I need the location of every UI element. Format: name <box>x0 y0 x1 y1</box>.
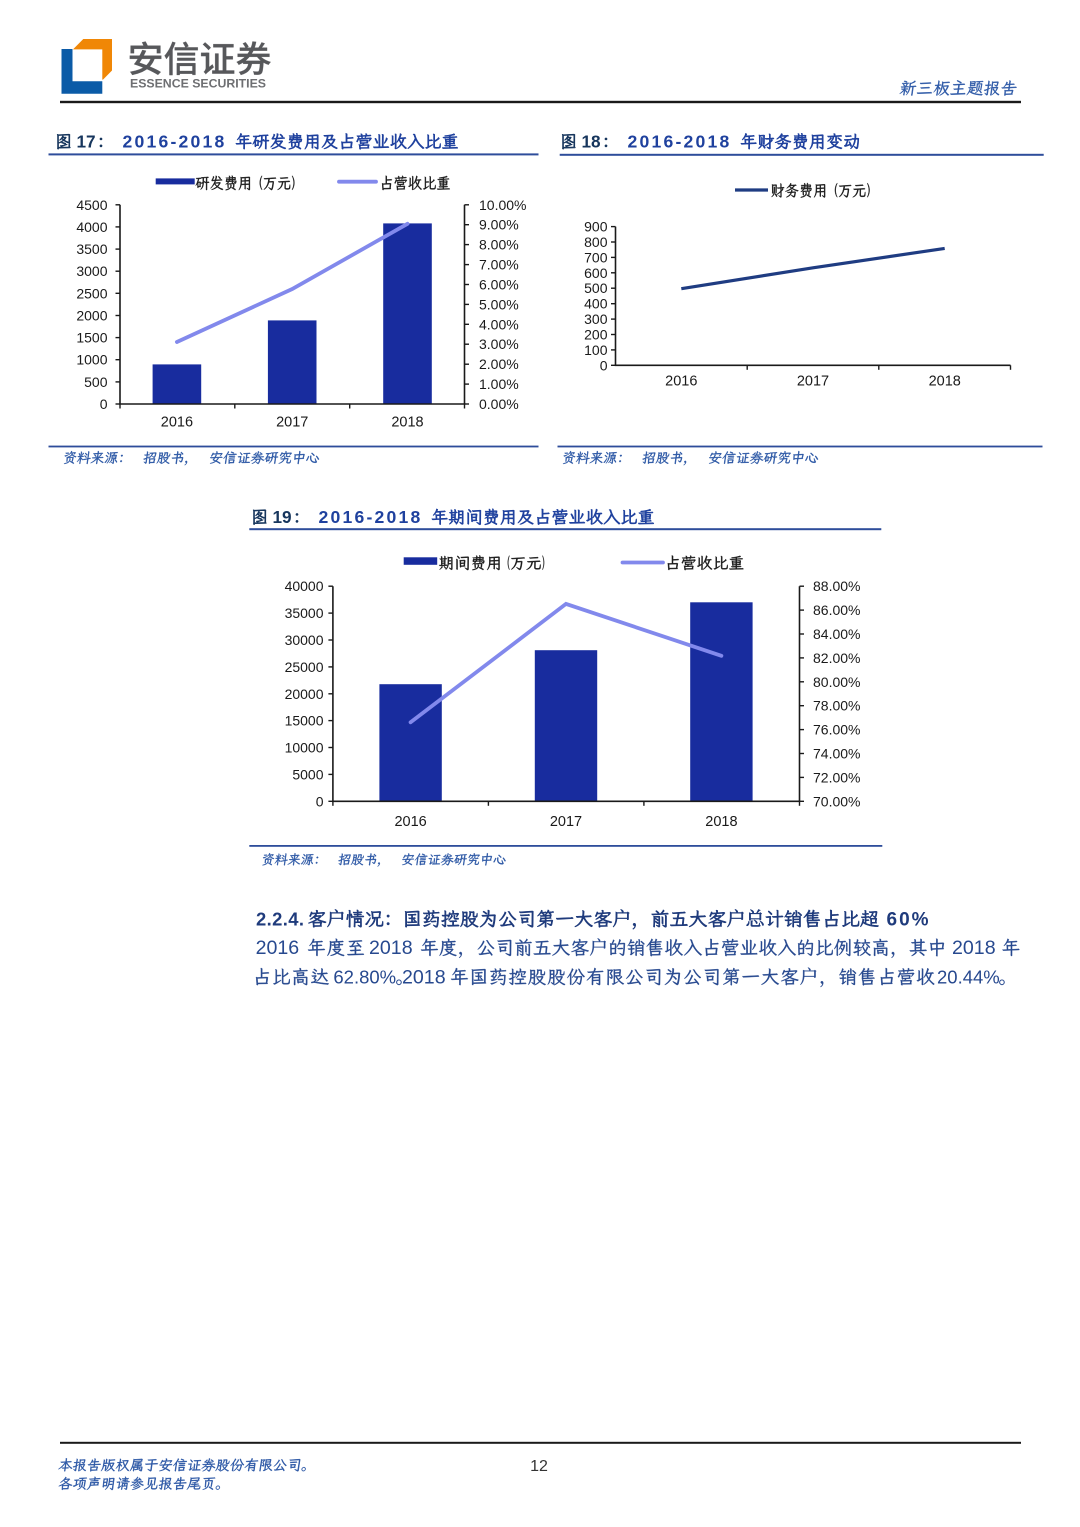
svg-text:1000: 1000 <box>76 352 107 368</box>
svg-text:ESSENCE SECURITIES: ESSENCE SECURITIES <box>130 77 266 91</box>
svg-text:2016: 2016 <box>161 415 193 431</box>
svg-text:2018: 2018 <box>705 814 737 830</box>
svg-text:10.00%: 10.00% <box>479 197 526 213</box>
svg-text:2016-2018: 2016-2018 <box>319 507 423 527</box>
svg-text:4500: 4500 <box>76 197 107 213</box>
svg-text:15000: 15000 <box>285 713 324 729</box>
svg-text:74.00%: 74.00% <box>813 746 860 762</box>
svg-text:12: 12 <box>530 1458 548 1475</box>
svg-text:2.2.4.: 2.2.4. <box>256 909 304 930</box>
svg-text:2018: 2018 <box>929 374 961 390</box>
svg-text:400: 400 <box>584 296 608 312</box>
svg-text:1500: 1500 <box>76 330 107 346</box>
svg-text:500: 500 <box>584 280 608 296</box>
svg-text:2016-2018: 2016-2018 <box>123 132 227 152</box>
svg-text:2017: 2017 <box>550 814 582 830</box>
svg-text:2018: 2018 <box>369 937 413 959</box>
svg-text:500: 500 <box>84 374 108 390</box>
svg-text:6.00%: 6.00% <box>479 277 519 293</box>
svg-text:88.00%: 88.00% <box>813 578 860 594</box>
svg-text:5.00%: 5.00% <box>479 296 519 312</box>
svg-text:900: 900 <box>584 219 608 235</box>
svg-text:2017: 2017 <box>276 415 308 431</box>
svg-text:3500: 3500 <box>76 241 107 257</box>
svg-text:8.00%: 8.00% <box>479 237 519 253</box>
svg-text:10000: 10000 <box>285 740 324 756</box>
svg-text:2018: 2018 <box>402 966 446 988</box>
svg-text:84.00%: 84.00% <box>813 626 860 642</box>
svg-text:78.00%: 78.00% <box>813 698 860 714</box>
svg-text:2.00%: 2.00% <box>479 356 519 372</box>
svg-text:2000: 2000 <box>76 308 107 324</box>
svg-text:20.44%: 20.44% <box>937 966 1000 987</box>
svg-text:100: 100 <box>584 342 608 358</box>
svg-text:25000: 25000 <box>285 659 324 675</box>
svg-text:4.00%: 4.00% <box>479 316 519 332</box>
svg-text:3.00%: 3.00% <box>479 336 519 352</box>
svg-text:2016: 2016 <box>394 814 426 830</box>
svg-text:76.00%: 76.00% <box>813 722 860 738</box>
svg-text:2016: 2016 <box>665 374 697 390</box>
svg-text:30000: 30000 <box>285 632 324 648</box>
svg-text:19: 19 <box>273 507 292 527</box>
svg-text:2016-2018: 2016-2018 <box>628 132 732 152</box>
svg-text:300: 300 <box>584 311 608 327</box>
svg-text:35000: 35000 <box>285 605 324 621</box>
svg-text:72.00%: 72.00% <box>813 769 860 785</box>
svg-text:70.00%: 70.00% <box>813 793 860 809</box>
svg-text:86.00%: 86.00% <box>813 602 860 618</box>
svg-text:0: 0 <box>100 396 108 412</box>
svg-text:0: 0 <box>316 793 324 809</box>
svg-text:18: 18 <box>582 132 602 152</box>
svg-text:2018: 2018 <box>952 937 996 959</box>
svg-text:2018: 2018 <box>391 415 423 431</box>
svg-text:200: 200 <box>584 327 608 343</box>
svg-text:0: 0 <box>600 357 608 373</box>
svg-text:82.00%: 82.00% <box>813 650 860 666</box>
svg-text:800: 800 <box>584 234 608 250</box>
svg-text:20000: 20000 <box>285 686 324 702</box>
svg-text:3000: 3000 <box>76 263 107 279</box>
svg-text:700: 700 <box>584 249 608 265</box>
svg-text:17: 17 <box>77 132 96 152</box>
svg-text:4000: 4000 <box>76 219 107 235</box>
svg-text:2500: 2500 <box>76 285 107 301</box>
svg-text:62.80%: 62.80% <box>333 966 396 987</box>
svg-text:2016: 2016 <box>256 937 300 959</box>
svg-text:1.00%: 1.00% <box>479 376 519 392</box>
svg-text:60%: 60% <box>887 910 931 931</box>
svg-text:600: 600 <box>584 265 608 281</box>
svg-text:0.00%: 0.00% <box>479 396 519 412</box>
svg-text:80.00%: 80.00% <box>813 674 860 690</box>
svg-text:40000: 40000 <box>285 578 324 594</box>
svg-text:2017: 2017 <box>797 374 829 390</box>
svg-text:9.00%: 9.00% <box>479 217 519 233</box>
svg-text:7.00%: 7.00% <box>479 257 519 273</box>
svg-text:5000: 5000 <box>292 766 323 782</box>
